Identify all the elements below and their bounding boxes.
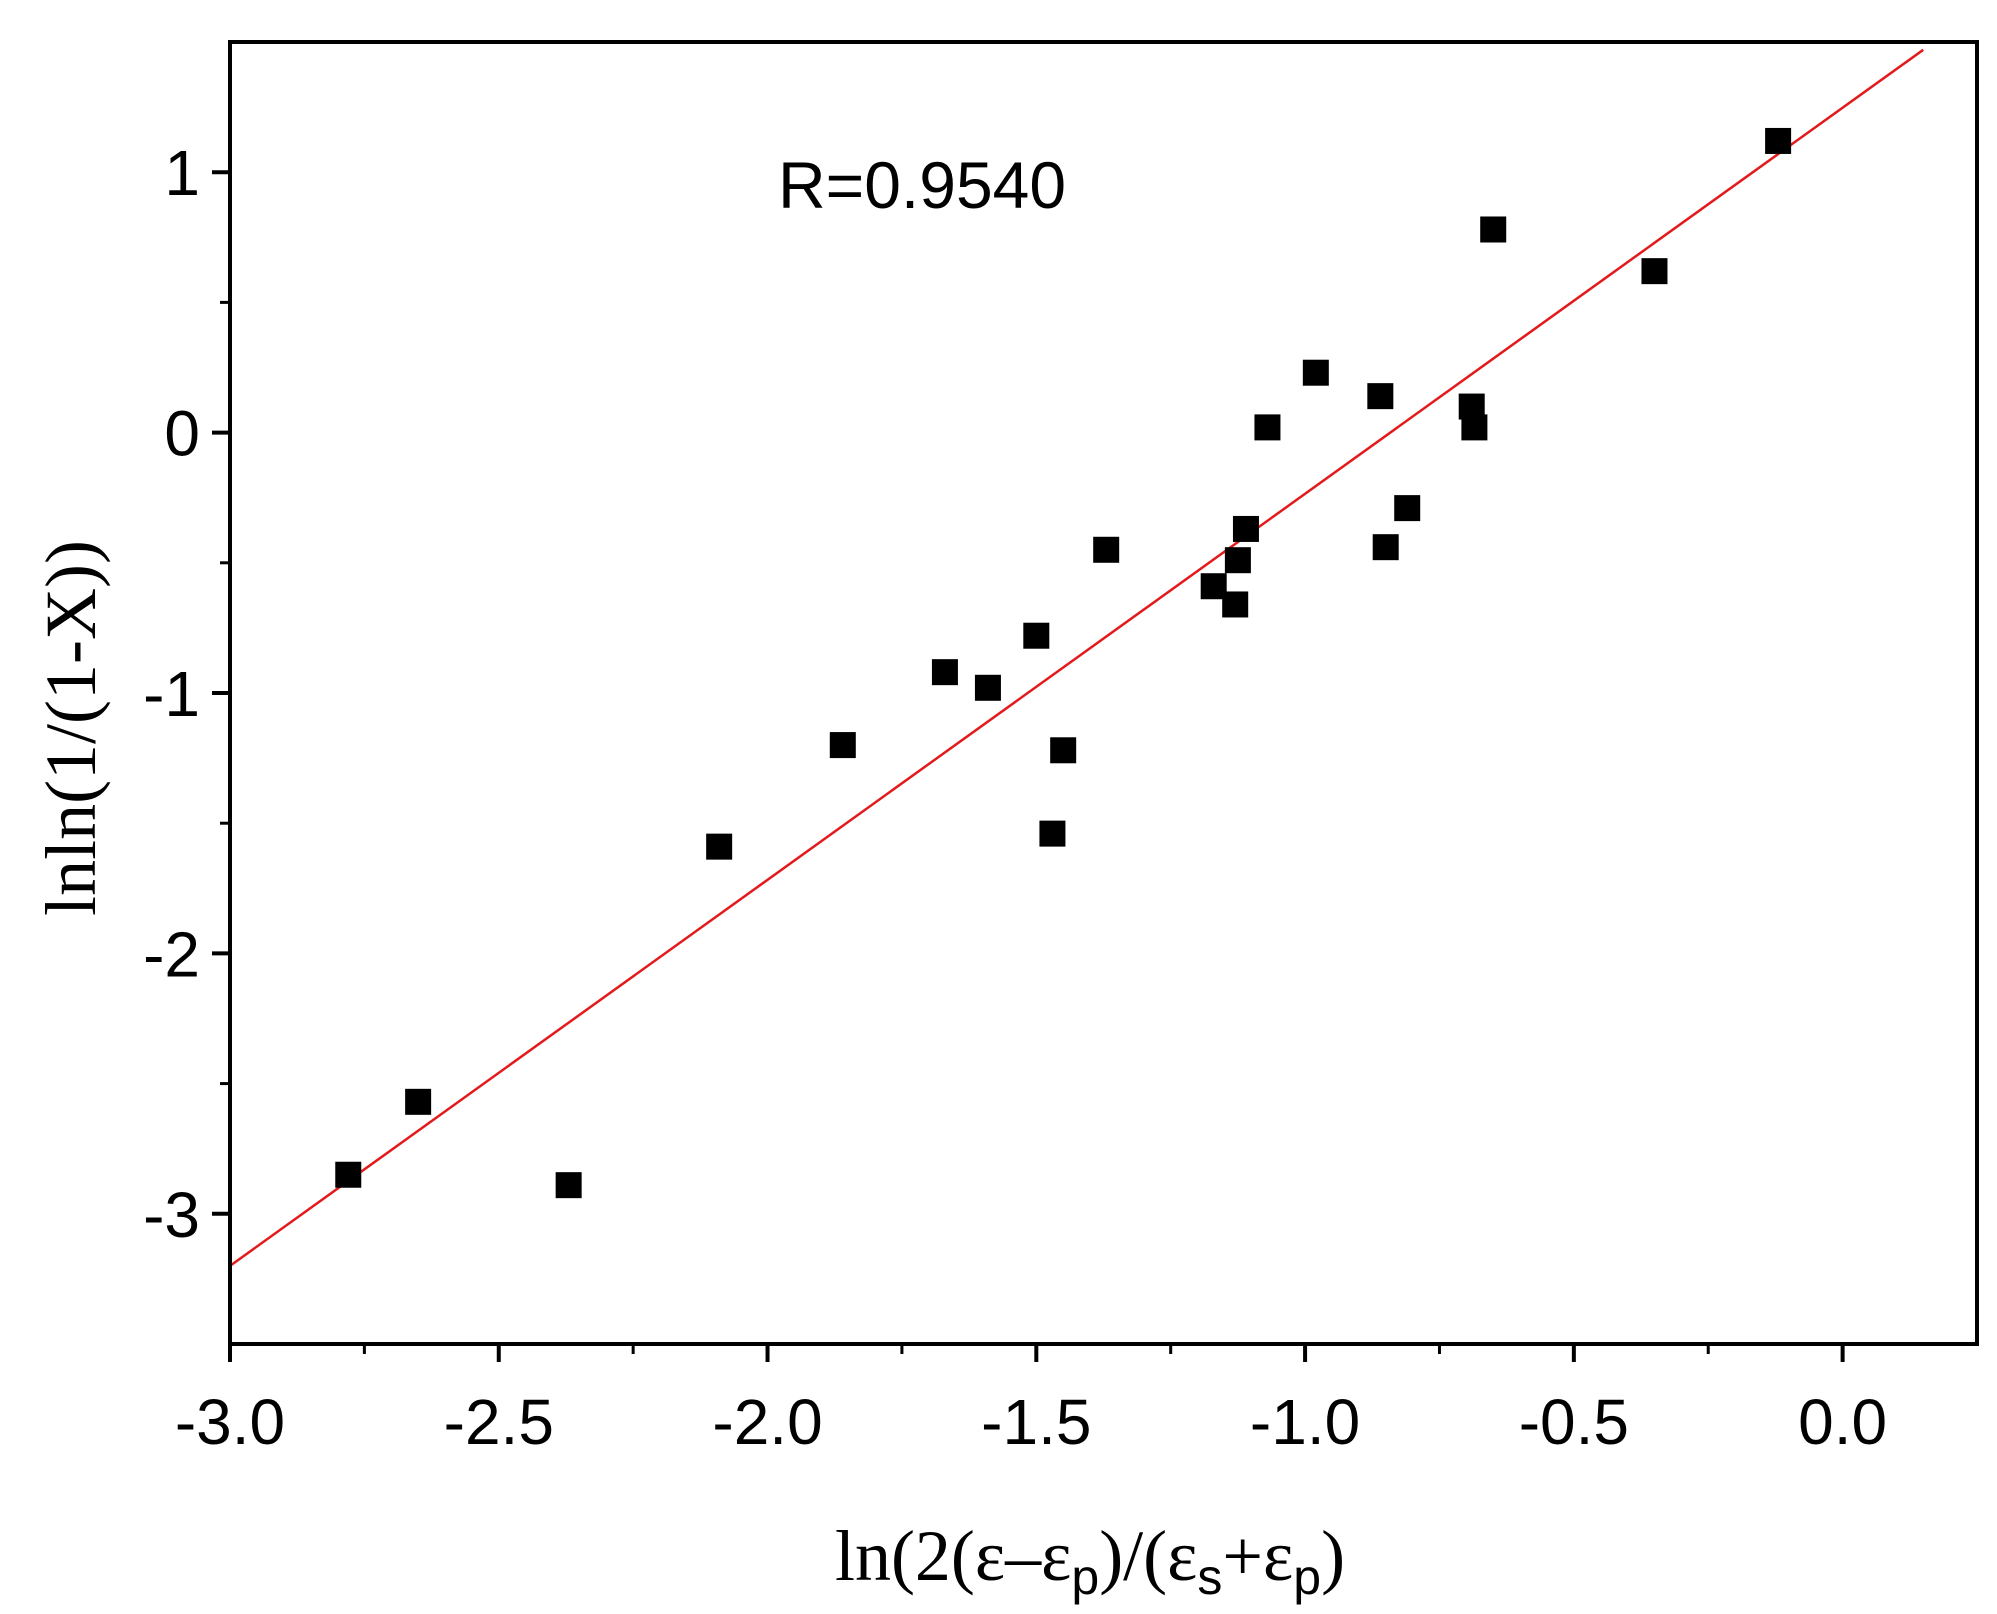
data-point <box>1222 591 1249 618</box>
y-tick-label: 0 <box>164 398 200 470</box>
data-point <box>1050 737 1077 764</box>
data-point <box>974 674 1001 701</box>
data-point <box>1302 359 1329 386</box>
data-point <box>405 1088 432 1115</box>
data-point <box>335 1161 362 1188</box>
y-tick-label: -1 <box>143 658 200 730</box>
x-axis-title-part-3: +ε <box>1222 1516 1293 1596</box>
data-point <box>931 659 958 686</box>
x-tick-label: -1.0 <box>1250 1386 1360 1458</box>
data-point <box>1224 547 1251 574</box>
data-point <box>1480 216 1507 243</box>
x-axis-title: ln(2(ε–εp)/(εs+εp) <box>835 1516 1345 1605</box>
data-point <box>1023 622 1050 649</box>
y-tick-labels: -3 -2 -1 0 1 <box>143 137 200 1251</box>
y-tick-label: 1 <box>164 137 200 209</box>
data-point <box>1039 820 1066 847</box>
x-tick-label: -1.5 <box>981 1386 1091 1458</box>
data-point <box>829 732 856 759</box>
data-point <box>1254 414 1281 441</box>
data-point <box>1367 383 1394 410</box>
y-tick-label: -2 <box>143 918 200 990</box>
correlation-annotation: R=0.9540 <box>778 148 1066 222</box>
x-tick-label: -3.0 <box>175 1386 285 1458</box>
x-axis-title-sub-3: p <box>1293 1549 1321 1605</box>
data-point <box>1093 536 1120 563</box>
x-axis-title-part-1: ln(2(ε–ε <box>835 1516 1071 1596</box>
x-tick-label: 0.0 <box>1798 1386 1887 1458</box>
data-point <box>1232 515 1259 542</box>
fit-line <box>229 48 1924 1267</box>
x-axis-title-part-2: )/(ε <box>1099 1516 1197 1596</box>
data-point <box>1372 534 1399 561</box>
fit-line-layer <box>229 48 1924 1267</box>
x-tick-label: -2.5 <box>444 1386 554 1458</box>
data-point <box>1461 414 1488 441</box>
data-points-layer <box>335 127 1792 1199</box>
x-axis-title-part-4: ) <box>1321 1516 1345 1596</box>
data-point <box>1641 258 1668 285</box>
data-point <box>555 1172 582 1199</box>
y-tick-label: -3 <box>143 1179 200 1251</box>
data-point <box>706 833 733 860</box>
data-point <box>1765 127 1792 154</box>
x-axis-title-sub-1: p <box>1071 1549 1099 1605</box>
x-tick-label: -2.0 <box>712 1386 822 1458</box>
x-axis-title-sub-2: s <box>1197 1549 1222 1605</box>
axis-ticks-layer <box>212 170 1845 1362</box>
x-tick-labels: -3.0 -2.5 -2.0 -1.5 -1.0 -0.5 0.0 <box>175 1386 1887 1458</box>
y-axis-title: lnln(1/(1-X)) <box>31 540 111 916</box>
x-tick-label: -0.5 <box>1519 1386 1629 1458</box>
data-point <box>1394 495 1421 522</box>
